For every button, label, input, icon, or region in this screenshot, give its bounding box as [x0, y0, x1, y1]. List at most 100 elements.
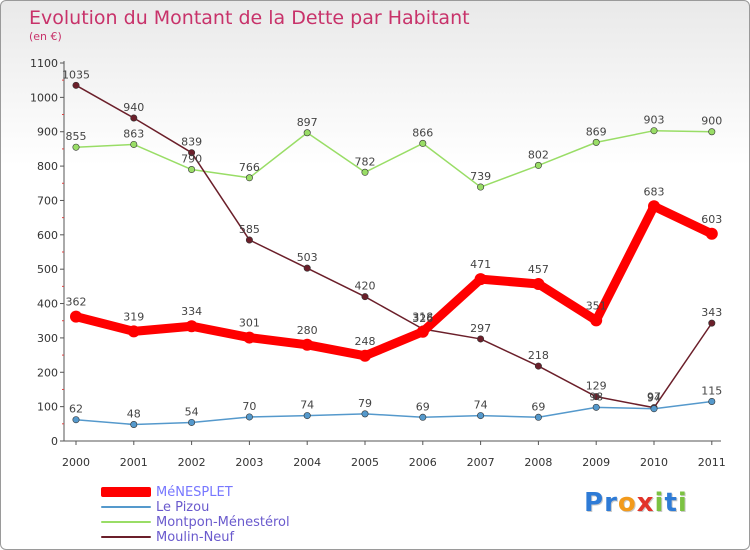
data-label: 782	[355, 155, 376, 168]
data-label: 471	[470, 258, 491, 271]
data-point	[130, 421, 138, 429]
data-point	[648, 200, 660, 213]
data-point	[188, 149, 196, 157]
data-point	[72, 416, 80, 424]
legend-swatch	[101, 536, 151, 538]
series-line	[75, 129, 713, 188]
data-label: 802	[528, 148, 549, 161]
data-point	[303, 264, 311, 272]
data-point	[72, 143, 80, 151]
data-label: 79	[358, 397, 372, 410]
data-point	[419, 413, 427, 421]
data-label: 248	[355, 335, 376, 348]
data-point	[188, 418, 196, 426]
data-point	[70, 310, 82, 323]
legend-label: Moulin-Neuf	[156, 530, 235, 545]
data-label: 457	[528, 263, 549, 276]
data-label: 866	[412, 126, 433, 139]
data-point	[185, 320, 198, 333]
data-label: 585	[239, 223, 260, 236]
data-label: 74	[474, 399, 488, 412]
data-point	[534, 161, 542, 169]
data-label: 766	[239, 161, 260, 174]
data-point	[303, 129, 311, 137]
data-point	[243, 331, 256, 344]
x-tick-label: 2010	[640, 456, 668, 469]
data-point	[705, 227, 718, 240]
data-label: 855	[66, 130, 87, 143]
legend-item: Montpon-Ménestérol	[101, 515, 361, 530]
x-tick-label: 2007	[467, 456, 495, 469]
data-point	[419, 139, 427, 147]
data-label: 603	[701, 213, 722, 226]
x-tick-label: 2002	[178, 456, 206, 469]
logo-letter: t	[664, 488, 678, 518]
y-tick-label: 1000	[30, 91, 58, 104]
x-tick-label: 2011	[698, 456, 726, 469]
data-label: 334	[181, 305, 202, 318]
logo-letter: r	[604, 488, 618, 518]
x-tick-label: 2003	[235, 456, 263, 469]
data-label: 863	[123, 127, 144, 140]
y-tick-label: 600	[37, 229, 58, 242]
data-point	[477, 183, 485, 191]
data-label: 48	[127, 408, 141, 421]
data-point	[361, 293, 369, 301]
data-point	[708, 397, 716, 405]
x-tick-label: 2008	[524, 456, 552, 469]
legend-swatch	[101, 521, 151, 523]
data-label: 683	[644, 185, 665, 198]
logo-letter: i	[677, 488, 688, 518]
data-label: 115	[701, 384, 722, 397]
logo-letter: x	[636, 488, 655, 518]
proxiti-logo: Proxiti	[584, 488, 688, 518]
data-point	[708, 319, 716, 327]
data-label: 420	[355, 280, 376, 293]
y-tick-label: 500	[37, 263, 58, 276]
legend-swatch	[101, 506, 151, 508]
data-label: 297	[470, 322, 491, 335]
data-point	[592, 138, 600, 146]
y-tick-label: 0	[51, 435, 58, 448]
data-label: 98	[589, 390, 603, 403]
x-tick-label: 2001	[120, 456, 148, 469]
data-label: 900	[701, 115, 722, 128]
data-label: 319	[123, 310, 144, 323]
data-label: 129	[586, 380, 607, 393]
data-label: 351	[586, 299, 607, 312]
data-label: 62	[69, 403, 83, 416]
data-label: 940	[123, 101, 144, 114]
data-point	[127, 325, 140, 338]
y-tick-label: 1100	[30, 57, 58, 70]
data-point	[590, 314, 603, 327]
data-point	[534, 413, 542, 421]
data-point	[650, 127, 658, 135]
data-point	[359, 349, 371, 362]
y-tick-label: 700	[37, 194, 58, 207]
data-label: 280	[297, 324, 318, 337]
x-tick-label: 2000	[62, 456, 90, 469]
data-label: 362	[66, 296, 87, 309]
legend-label: Montpon-Ménestérol	[156, 515, 290, 530]
legend: MéNESPLET Le Pizou Montpon-Ménestérol Mouli…	[101, 485, 361, 545]
data-label: 503	[297, 251, 318, 264]
series-line	[75, 400, 713, 426]
data-label: 218	[528, 349, 549, 362]
logo-letter: i	[654, 488, 665, 518]
y-tick-label: 400	[37, 298, 58, 311]
legend-item: Le Pizou	[101, 500, 361, 515]
data-point	[130, 140, 138, 148]
y-tick-label: 100	[37, 401, 58, 414]
data-point	[301, 338, 314, 351]
data-label: 897	[297, 116, 318, 129]
data-label: 790	[181, 153, 202, 166]
data-point	[477, 412, 485, 420]
data-point	[477, 335, 485, 343]
y-tick-label: 200	[37, 366, 58, 379]
data-point	[361, 410, 369, 418]
x-tick-label: 2005	[351, 456, 379, 469]
data-point	[245, 236, 253, 244]
data-label: 70	[242, 400, 256, 413]
legend-item: Moulin-Neuf	[101, 530, 361, 545]
